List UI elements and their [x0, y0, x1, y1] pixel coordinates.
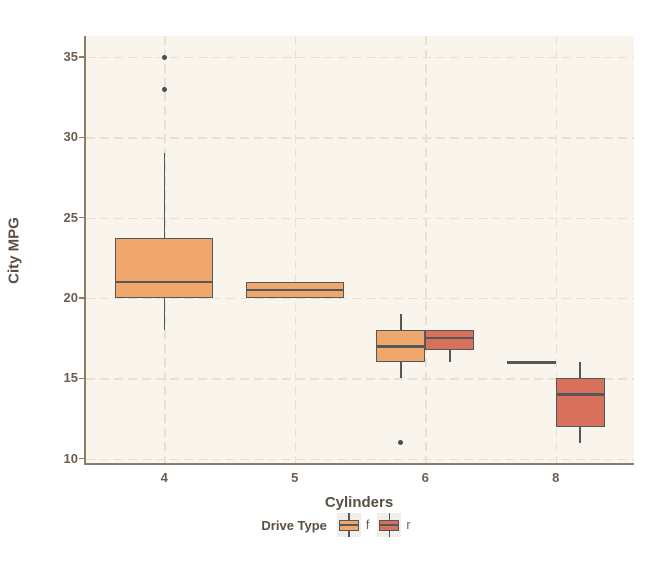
y-tick-mark: [79, 216, 84, 219]
outlier-point: [398, 440, 404, 446]
legend-entry: f: [336, 513, 370, 537]
gridline-h: [86, 378, 634, 380]
legend-title: Drive Type: [261, 517, 327, 533]
x-tick-label: 8: [552, 470, 560, 485]
boxplot-median: [115, 280, 214, 284]
legend-entry: r: [377, 513, 411, 537]
y-tick-mark: [79, 56, 84, 58]
boxplot-median: [245, 288, 344, 292]
x-tick-label: 4: [160, 470, 168, 485]
legend-key-boxplot-icon: [377, 513, 402, 537]
x-tick-label: 6: [421, 470, 429, 485]
boxplot-whisker: [163, 298, 166, 331]
y-tick-label: 10: [63, 450, 78, 466]
y-tick-mark: [79, 377, 84, 380]
boxplot-whisker: [448, 350, 451, 363]
x-axis-title: Cylinders: [324, 494, 394, 511]
gridline-v: [555, 36, 558, 463]
y-tick-label: 25: [63, 209, 78, 225]
y-tick-label: 35: [63, 49, 78, 64]
boxplot-median: [506, 360, 556, 364]
y-tick-label: 15: [63, 370, 78, 386]
outlier-point: [161, 86, 167, 92]
boxplot-box: [555, 378, 605, 427]
boxplot-box: [425, 330, 475, 351]
y-tick-mark: [79, 297, 84, 299]
gridline-v: [425, 36, 427, 463]
boxplot-whisker: [579, 362, 582, 379]
boxplot-whisker: [579, 426, 582, 443]
y-axis-title: City MPG: [5, 217, 23, 284]
legend-key-boxplot-icon: [336, 513, 361, 537]
x-tick-label: 5: [291, 470, 299, 485]
gridline-h: [86, 458, 634, 460]
gridline-v: [294, 36, 297, 463]
gridline-h: [86, 217, 634, 219]
boxplot-whisker: [400, 314, 402, 331]
legend-label: r: [406, 518, 411, 532]
outlier-point: [161, 54, 167, 60]
boxplot-median: [376, 344, 426, 348]
gridline-h: [86, 137, 634, 139]
gridline-h: [86, 57, 634, 59]
legend-label: f: [365, 518, 370, 532]
boxplot-median: [555, 393, 605, 396]
boxplot-median: [425, 336, 475, 340]
plot-panel: [84, 36, 634, 465]
y-tick-mark: [79, 457, 84, 460]
boxplot-box: [115, 237, 214, 298]
y-tick-label: 30: [63, 129, 78, 145]
boxplot-whisker: [163, 153, 166, 238]
y-tick-mark: [79, 136, 84, 139]
y-tick-label: 20: [63, 290, 78, 306]
boxplot-whisker: [400, 362, 402, 379]
gridline-h: [86, 298, 634, 300]
